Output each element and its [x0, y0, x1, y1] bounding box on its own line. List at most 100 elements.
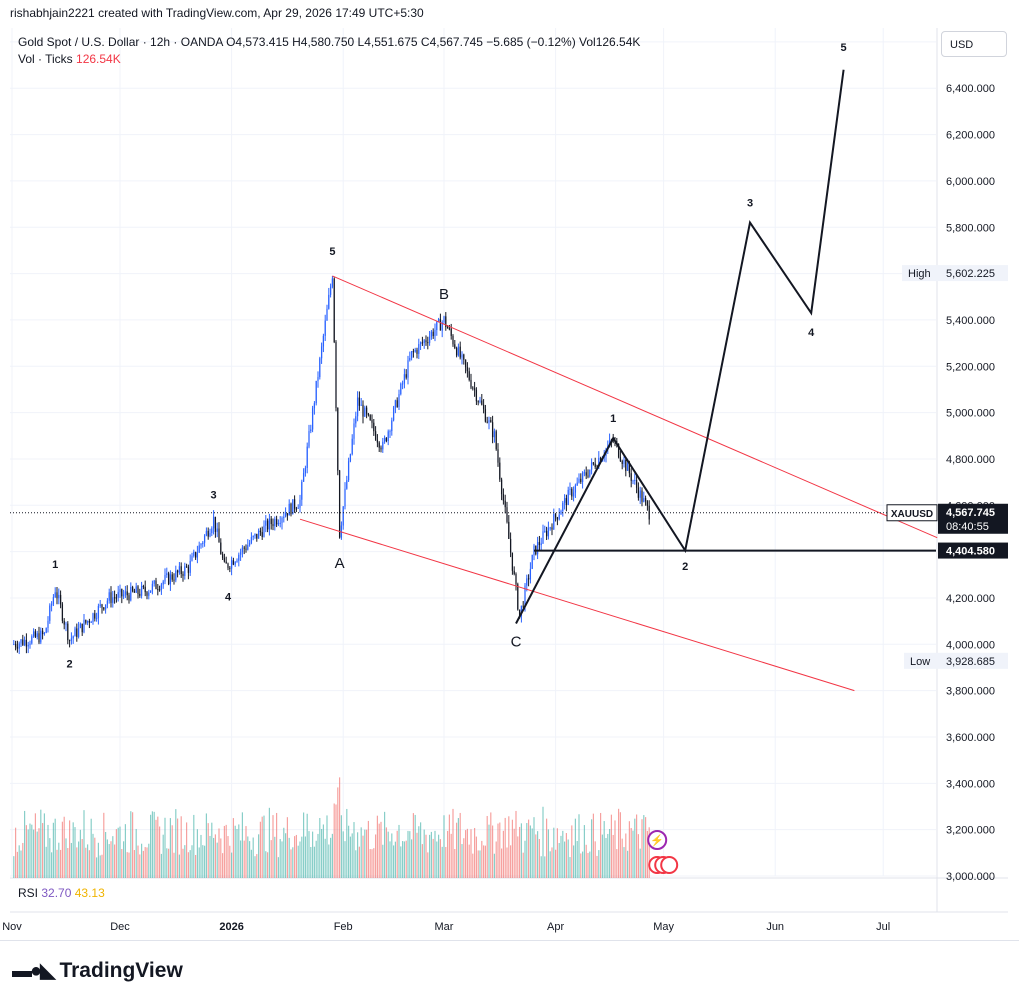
candle-body — [364, 407, 366, 417]
candle-body — [315, 380, 317, 404]
volume-bar — [416, 832, 418, 878]
volume-bar — [501, 848, 503, 878]
volume-bar — [268, 807, 270, 878]
high-label-box — [902, 265, 938, 282]
volume-bar — [560, 835, 562, 878]
candle-body — [166, 573, 168, 576]
candle-body — [239, 552, 242, 555]
x-tick-label: Jun — [766, 921, 784, 933]
volume-bar — [223, 825, 225, 878]
candle-body — [522, 605, 524, 607]
volume-bar — [142, 850, 144, 878]
currency-button[interactable]: USD — [941, 31, 1007, 57]
volume-bar — [47, 824, 49, 878]
volume-bar — [101, 854, 103, 878]
volume-bar — [614, 820, 616, 878]
volume-bar — [43, 813, 45, 878]
candle-body — [497, 449, 499, 463]
candle-body — [511, 552, 514, 571]
candle-body — [139, 593, 141, 596]
volume-bar — [270, 840, 272, 878]
y-tick-label: 3,400.000 — [946, 778, 995, 790]
volume-bar — [135, 828, 137, 878]
candle-body — [272, 524, 274, 527]
volume-bar — [436, 841, 438, 878]
candle-body — [218, 528, 220, 543]
volume-bar — [387, 831, 389, 878]
volume-bar — [175, 809, 177, 878]
candle-body — [252, 536, 254, 538]
volume-bar — [69, 820, 71, 878]
candle-body — [493, 431, 496, 438]
volume-bar — [225, 824, 227, 878]
candle-body — [97, 606, 100, 619]
candle-body — [56, 592, 58, 599]
wave-label: 2 — [682, 561, 688, 573]
volume-bar — [439, 839, 441, 878]
volume-bar — [15, 827, 17, 878]
volume-bar — [432, 838, 434, 878]
volume-bar — [292, 847, 294, 878]
candle-body — [452, 335, 454, 345]
volume-bar — [394, 841, 396, 878]
volume-bar — [398, 824, 400, 878]
volume-bar — [648, 827, 650, 878]
volume-bar — [477, 850, 479, 878]
candle-body — [144, 586, 146, 593]
volume-bar — [529, 825, 531, 878]
candle-body — [328, 294, 330, 309]
candle-body — [185, 566, 188, 568]
volume-bar — [369, 849, 371, 878]
tradingview-logo[interactable]: ▬●◣ TradingView — [12, 958, 183, 983]
candle-body — [360, 404, 362, 406]
volume-bar — [58, 842, 60, 878]
candle-body — [124, 591, 127, 595]
candle-body — [86, 620, 89, 623]
volume-bar — [27, 829, 29, 878]
volume-bar — [160, 853, 162, 878]
candle-body — [389, 431, 391, 433]
wave-label: 4 — [225, 591, 232, 603]
candle-body — [182, 573, 184, 576]
volume-bar — [150, 814, 152, 878]
candle-body — [416, 349, 418, 354]
volume-bar — [234, 825, 236, 878]
candle-body — [225, 561, 227, 564]
volume-bar — [85, 847, 87, 878]
volume-bar — [45, 846, 47, 878]
volume-bar — [641, 819, 643, 878]
volume-bar — [546, 818, 548, 878]
candle-body — [230, 560, 233, 569]
candle-body — [216, 528, 218, 532]
volume-bar — [339, 777, 341, 878]
volume-bar — [114, 844, 116, 878]
candle-body — [475, 390, 478, 402]
candle-body — [243, 547, 245, 549]
volume-bar — [520, 823, 522, 878]
volume-bar — [211, 822, 213, 878]
candle-body — [304, 467, 307, 474]
candle-body — [365, 407, 368, 414]
volume-bar — [272, 815, 274, 878]
volume-bar — [634, 818, 636, 878]
volume-bar — [427, 852, 429, 878]
volume-bar — [189, 850, 191, 878]
low-value: 3,928.685 — [946, 656, 995, 668]
volume-bar — [609, 829, 611, 878]
volume-bar — [376, 815, 378, 878]
candle-body — [297, 507, 299, 509]
candle-body — [549, 527, 551, 529]
candle-body — [16, 646, 19, 649]
candle-body — [322, 335, 325, 347]
candle-body — [551, 527, 553, 530]
candle-body — [495, 431, 497, 450]
volume-bar — [166, 848, 168, 878]
candle-body — [99, 604, 101, 607]
volume-bar — [355, 850, 357, 878]
volume-bar — [448, 814, 450, 878]
volume-bar — [358, 846, 360, 878]
y-tick-label: 3,600.000 — [946, 732, 995, 744]
candle-body — [85, 619, 87, 623]
candle-body — [463, 354, 465, 360]
